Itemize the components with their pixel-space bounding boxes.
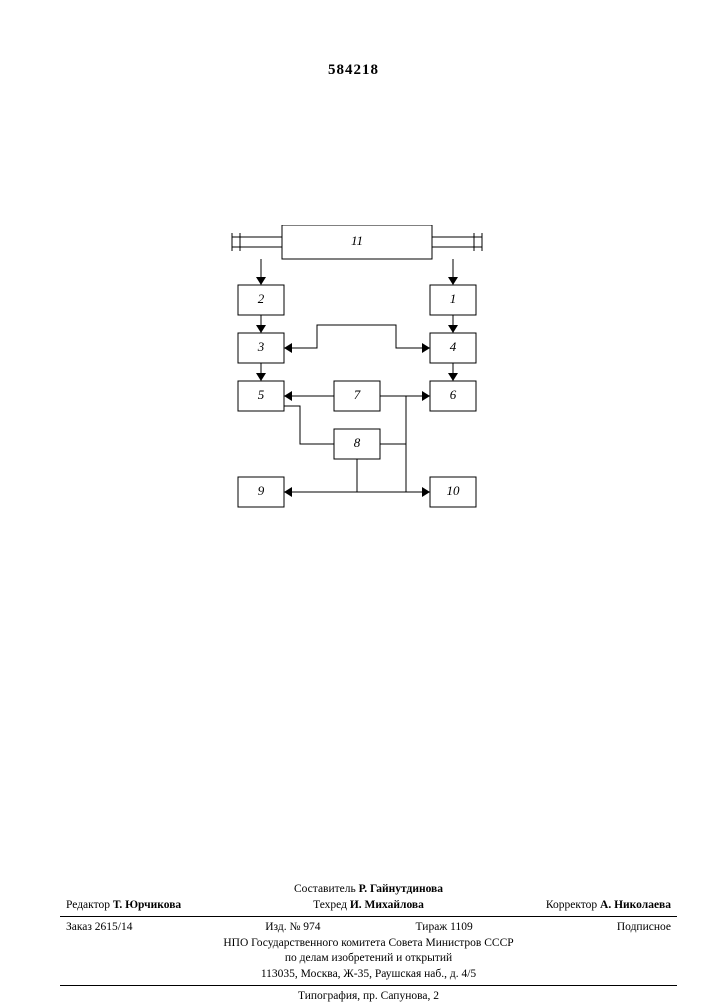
divider <box>60 916 677 917</box>
svg-text:9: 9 <box>258 483 265 498</box>
page: 584218 1112345678910 Составитель Р. Гайн… <box>0 0 707 1000</box>
corrector: Корректор А. Николаева <box>469 898 671 914</box>
svg-text:2: 2 <box>258 291 265 306</box>
compiler-line: Составитель Р. Гайнутдинова <box>60 882 677 898</box>
editor: Редактор Т. Юрчикова <box>66 898 268 914</box>
patent-number: 584218 <box>0 62 707 79</box>
editorial-row: Редактор Т. Юрчикова Техред И. Михайлова… <box>60 898 677 914</box>
svg-text:3: 3 <box>257 339 265 354</box>
footer: Составитель Р. Гайнутдинова Редактор Т. … <box>60 882 677 1005</box>
print-info-row: Заказ 2615/14 Изд. № 974 Тираж 1109 Подп… <box>60 920 677 936</box>
org-line-1: НПО Государственного комитета Совета Мин… <box>60 936 677 952</box>
svg-text:7: 7 <box>354 387 361 402</box>
svg-text:11: 11 <box>351 233 363 248</box>
svg-text:5: 5 <box>258 387 265 402</box>
podpis: Подписное <box>520 920 671 936</box>
svg-text:10: 10 <box>447 483 461 498</box>
order: Заказ 2615/14 <box>66 920 217 936</box>
svg-text:6: 6 <box>450 387 457 402</box>
typography-line: Типография, пр. Сапунова, 2 <box>60 989 677 1005</box>
org-line-2: по делам изобретений и открытий <box>60 951 677 967</box>
address-line: 113035, Москва, Ж-35, Раушская наб., д. … <box>60 967 677 983</box>
block-diagram: 1112345678910 <box>210 225 500 555</box>
techred: Техред И. Михайлова <box>268 898 470 914</box>
izd: Изд. № 974 <box>217 920 368 936</box>
tirazh: Тираж 1109 <box>369 920 520 936</box>
divider <box>60 985 677 986</box>
svg-text:8: 8 <box>354 435 361 450</box>
svg-text:4: 4 <box>450 339 457 354</box>
svg-text:1: 1 <box>450 291 457 306</box>
